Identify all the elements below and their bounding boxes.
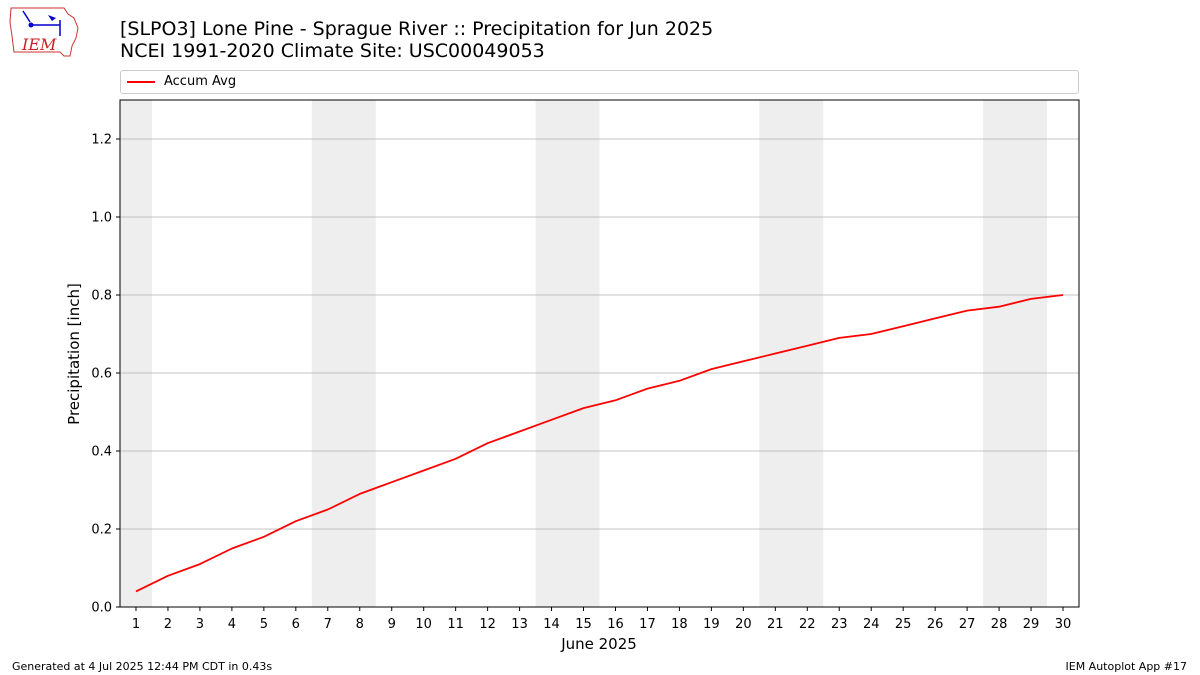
x-tick-label: 26 [927, 617, 944, 632]
footer-generated: Generated at 4 Jul 2025 12:44 PM CDT in … [12, 660, 273, 673]
legend-swatch [127, 81, 155, 83]
x-tick-label: 8 [356, 617, 364, 632]
x-tick-label: 21 [767, 617, 784, 632]
x-tick-label: 13 [511, 617, 528, 632]
x-tick-label: 22 [799, 617, 816, 632]
y-tick-label: 1.0 [91, 211, 112, 226]
x-tick-label: 17 [639, 617, 656, 632]
x-axis-label: June 2025 [560, 635, 637, 653]
x-tick-label: 1 [132, 617, 140, 632]
weekend-band [983, 100, 1048, 607]
x-tick-label: 11 [447, 617, 464, 632]
x-tick-label: 16 [607, 617, 624, 632]
legend-label: Accum Avg [164, 74, 237, 89]
x-tick-label: 14 [543, 617, 560, 632]
logo-text: IEM [21, 35, 57, 54]
weekend-band [759, 100, 824, 607]
x-tick-label: 30 [1055, 617, 1072, 632]
plot-frame [119, 99, 1080, 608]
weekend-band [535, 100, 600, 607]
x-tick-label: 3 [196, 617, 204, 632]
y-tick-label: 0.0 [91, 601, 112, 616]
y-tick-label: 0.4 [91, 445, 112, 460]
weekend-band [120, 100, 152, 607]
x-tick-label: 18 [671, 617, 688, 632]
y-tick-label: 0.8 [91, 289, 112, 304]
legend: Accum Avg [120, 70, 1079, 94]
x-tick-label: 6 [292, 617, 300, 632]
footer-app: IEM Autoplot App #17 [1065, 660, 1188, 673]
weekend-band [311, 100, 376, 607]
iem-logo: IEM [8, 6, 80, 60]
y-tick-label: 0.2 [91, 523, 112, 538]
x-tick-label: 23 [831, 617, 848, 632]
x-tick-label: 2 [164, 617, 172, 632]
series-line-accum-avg [135, 294, 1064, 593]
x-tick-label: 12 [479, 617, 496, 632]
x-tick-label: 27 [959, 617, 976, 632]
x-tick-label: 20 [735, 617, 752, 632]
x-tick-label: 5 [260, 617, 268, 632]
x-tick-label: 15 [575, 617, 592, 632]
x-tick-label: 4 [228, 617, 236, 632]
x-tick-label: 28 [991, 617, 1008, 632]
x-tick-label: 29 [1023, 617, 1040, 632]
x-tick-label: 19 [703, 617, 720, 632]
x-tick-label: 10 [415, 617, 432, 632]
y-tick-label: 0.6 [91, 367, 112, 382]
x-tick-label: 7 [324, 617, 332, 632]
x-tick-label: 25 [895, 617, 912, 632]
x-tick-label: 9 [388, 617, 396, 632]
x-tick-label: 24 [863, 617, 880, 632]
chart-title: [SLPO3] Lone Pine - Sprague River :: Pre… [120, 18, 714, 40]
y-tick-label: 1.2 [91, 133, 112, 148]
chart-subtitle: NCEI 1991-2020 Climate Site: USC00049053 [120, 40, 545, 62]
y-axis-label: Precipitation [inch] [65, 283, 83, 425]
